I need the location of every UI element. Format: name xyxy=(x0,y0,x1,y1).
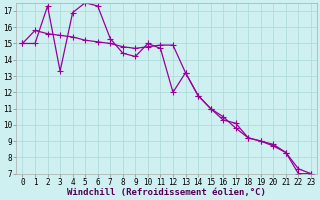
X-axis label: Windchill (Refroidissement éolien,°C): Windchill (Refroidissement éolien,°C) xyxy=(67,188,266,197)
